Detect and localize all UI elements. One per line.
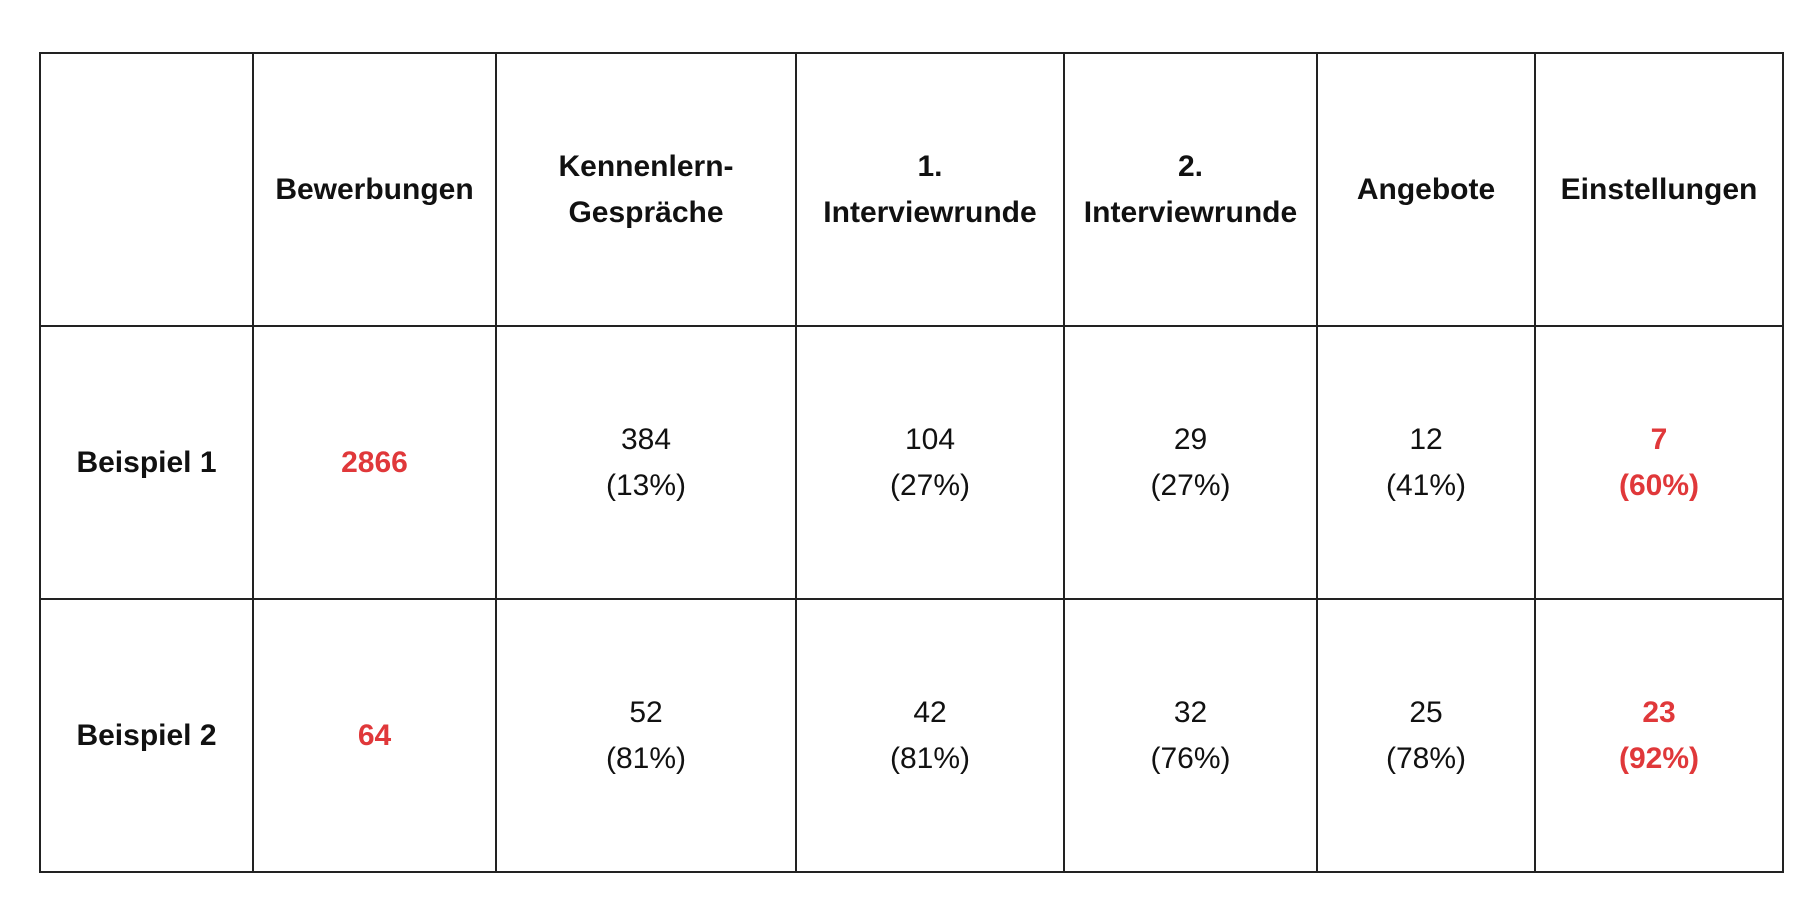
table-cell: 52 (81%) xyxy=(495,598,797,873)
table-cell: 23 (92%) xyxy=(1534,598,1784,873)
cell-percentage: (76%) xyxy=(1150,741,1231,775)
cell-count: 64 xyxy=(357,718,392,752)
table-cell: 12 (41%) xyxy=(1316,325,1536,600)
table-cell: 7 (60%) xyxy=(1534,325,1784,600)
table-cell: 25 (78%) xyxy=(1316,598,1536,873)
header-label-line: Gespräche xyxy=(568,195,724,229)
header-label-line: Bewerbungen xyxy=(275,172,474,206)
cell-count: 2866 xyxy=(341,445,408,479)
header-label-line: Einstellungen xyxy=(1560,172,1758,206)
header-label-line: 2. xyxy=(1177,149,1204,183)
header-angebote: Angebote xyxy=(1316,52,1536,327)
cell-percentage: (92%) xyxy=(1618,741,1700,775)
table-cell: 29 (27%) xyxy=(1063,325,1318,600)
cell-percentage: (27%) xyxy=(1150,468,1231,502)
table-cell: 42 (81%) xyxy=(795,598,1065,873)
header-label-line: Kennenlern- xyxy=(558,149,734,183)
cell-count: 384 xyxy=(620,422,672,456)
header-interviewrunde-2: 2. Interviewrunde xyxy=(1063,52,1318,327)
cell-count: 42 xyxy=(913,695,947,729)
cell-percentage: (27%) xyxy=(889,468,971,502)
header-kennenlern-gespraeche: Kennenlern- Gespräche xyxy=(495,52,797,327)
header-bewerbungen: Bewerbungen xyxy=(252,52,497,327)
cell-count: 12 xyxy=(1409,422,1443,456)
cell-percentage: (13%) xyxy=(605,468,687,502)
row-label: Beispiel 2 xyxy=(39,598,254,873)
header-row: Bewerbungen Kennenlern- Gespräche 1. Inter… xyxy=(39,52,1784,327)
cell-percentage: (81%) xyxy=(605,741,687,775)
table-cell: 2866 xyxy=(252,325,497,600)
cell-percentage: (81%) xyxy=(889,741,971,775)
header-label-line: Interviewrunde xyxy=(1083,195,1298,229)
cell-count: 7 xyxy=(1650,422,1668,456)
cell-count: 25 xyxy=(1409,695,1443,729)
table-row: Beispiel 2 64 52 (81%) 42 (81%) 32 (76%) 25… xyxy=(39,598,1784,873)
header-corner xyxy=(39,52,254,327)
cell-count: 52 xyxy=(629,695,663,729)
table-cell: 384 (13%) xyxy=(495,325,797,600)
header-einstellungen: Einstellungen xyxy=(1534,52,1784,327)
header-label-line: 1. xyxy=(917,149,943,183)
table-cell: 64 xyxy=(252,598,497,873)
cell-count: 104 xyxy=(904,422,956,456)
table-cell: 32 (76%) xyxy=(1063,598,1318,873)
cell-count: 32 xyxy=(1173,695,1208,729)
table-row: Beispiel 1 2866 384 (13%) 104 (27%) 29 (27%… xyxy=(39,325,1784,600)
recruiting-funnel-table: Bewerbungen Kennenlern- Gespräche 1. Inter… xyxy=(39,52,1784,873)
header-label-line: Angebote xyxy=(1356,172,1496,206)
header-interviewrunde-1: 1. Interviewrunde xyxy=(795,52,1065,327)
row-label: Beispiel 1 xyxy=(39,325,254,600)
cell-count: 23 xyxy=(1642,695,1676,729)
table-cell: 104 (27%) xyxy=(795,325,1065,600)
cell-count: 29 xyxy=(1173,422,1208,456)
cell-percentage: (78%) xyxy=(1385,741,1467,775)
header-label-line: Interviewrunde xyxy=(823,195,1037,229)
cell-percentage: (60%) xyxy=(1618,468,1700,502)
cell-percentage: (41%) xyxy=(1385,468,1467,502)
